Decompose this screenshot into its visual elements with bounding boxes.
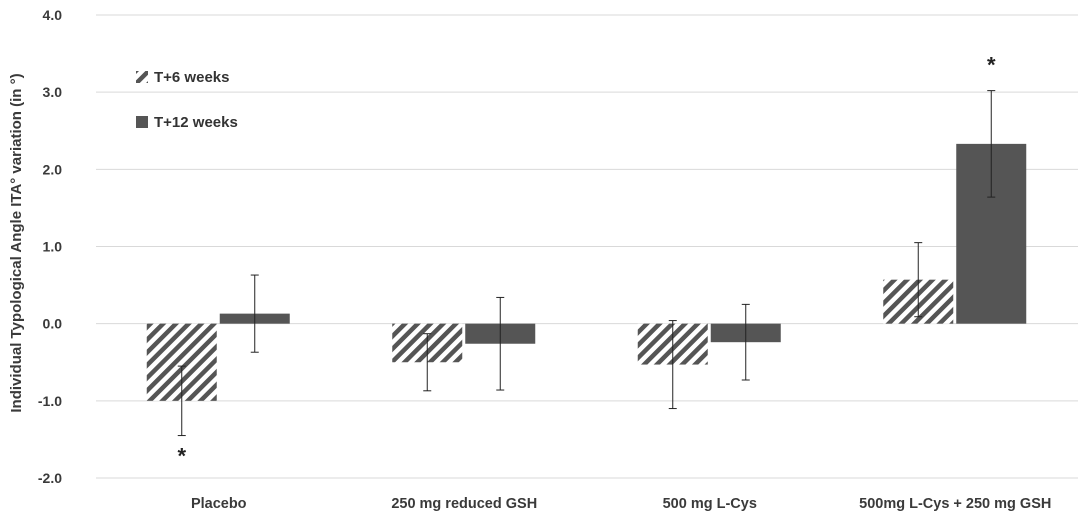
y-axis-title: Individual Typological Angle ITA° variat… [8,73,25,412]
legend-swatch [136,71,148,83]
gridlines [96,14,1078,479]
x-category-label: Placebo [191,496,247,512]
legend: T+6 weeks T+12 weeks [136,69,238,131]
x-category-label: 250 mg reduced GSH [391,496,537,512]
x-axis-categories: Placebo 250 mg reduced GSH 500 mg L-Cys 500… [191,496,1051,512]
annotations: ** [177,53,996,469]
legend-swatch [136,116,148,128]
y-tick-label: 2.0 [43,161,63,177]
significance-marker: * [177,444,186,469]
x-category-label: 500mg L-Cys + 250 mg GSH [859,496,1051,512]
legend-label: T+6 weeks [154,69,229,86]
legend-label: T+12 weeks [154,114,238,131]
bars [146,143,1027,401]
y-tick-label: 4.0 [43,7,63,23]
y-tick-label: -2.0 [38,470,62,486]
y-tick-label: -1.0 [38,393,62,409]
y-axis-ticks: -2.0 -1.0 0.0 1.0 2.0 3.0 4.0 [38,7,62,486]
y-tick-label: 3.0 [43,84,63,100]
x-category-label: 500 mg L-Cys [663,496,757,512]
y-tick-label: 0.0 [43,316,63,332]
error-bars [177,90,996,437]
significance-marker: * [987,53,996,78]
y-tick-label: 1.0 [43,239,63,255]
